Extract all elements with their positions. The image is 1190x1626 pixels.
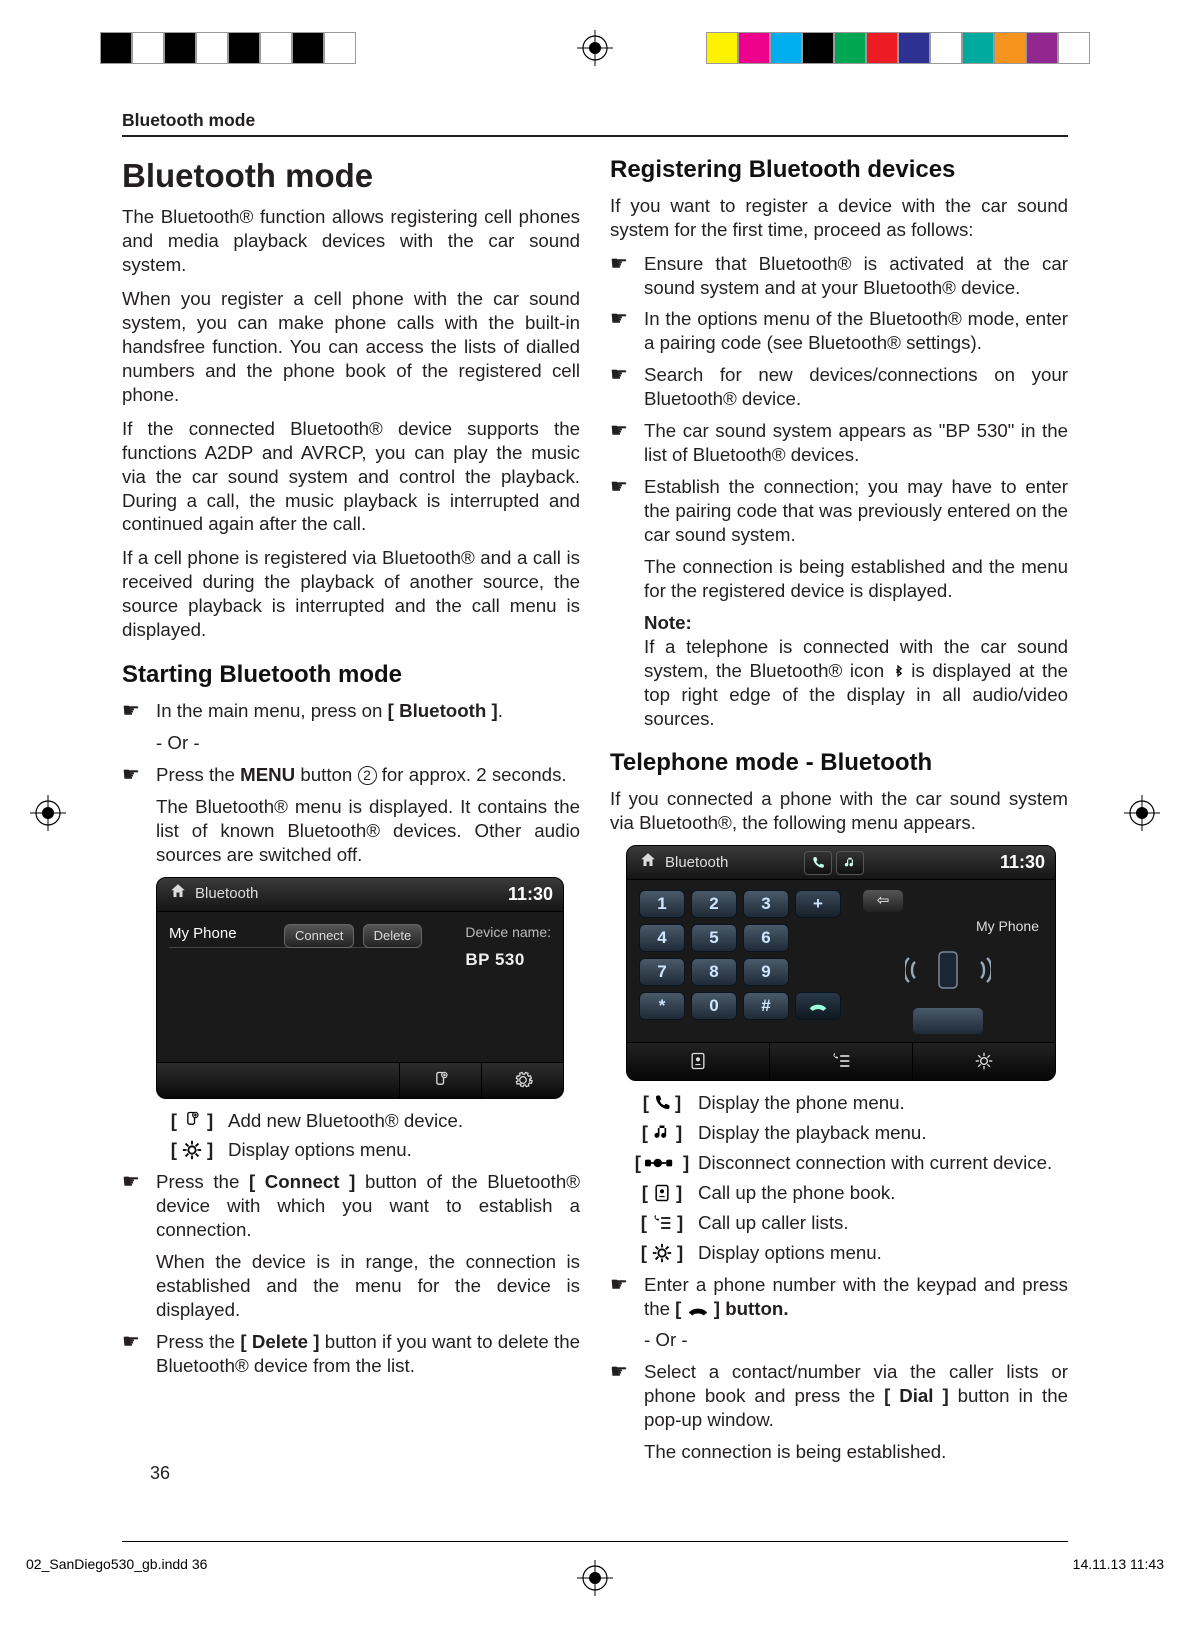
screen-title: Bluetooth (189, 884, 508, 903)
device-screenshot-bluetooth-list: Bluetooth 11:30 My Phone Connect Delete (156, 877, 564, 1099)
body-text: If the connected Bluetooth® device suppo… (122, 417, 580, 537)
instruction-result: The Bluetooth® menu is displayed. It con… (156, 795, 580, 867)
running-head: Bluetooth mode (122, 110, 1068, 131)
page-number: 36 (150, 1463, 170, 1484)
instruction-step: Press the MENU button 2 for approx. 2 se… (122, 763, 580, 787)
body-text: The Bluetooth® function allows registeri… (122, 205, 580, 277)
footer-rule (122, 1541, 1068, 1542)
instruction-step: Enter a phone number with the keypad and… (610, 1273, 1068, 1321)
bluetooth-icon (892, 663, 904, 679)
clock: 11:30 (1000, 851, 1045, 874)
icon-legend-item: [ ] Add new Bluetooth® device. (156, 1109, 580, 1133)
back-icon: ⇦ (863, 890, 903, 912)
screen-title: Bluetooth (659, 853, 800, 872)
registration-mark-icon (30, 795, 66, 831)
device-name: My Phone (169, 924, 284, 948)
or-separator: - Or - (644, 1328, 1068, 1352)
instruction-step: Establish the connection; you may have t… (610, 475, 1068, 547)
instruction-step: Select a contact/number via the caller l… (610, 1360, 1068, 1432)
phone-ringing-icon (905, 942, 991, 998)
device-name-value: BP 530 (465, 949, 551, 971)
instruction-step: In the options menu of the Bluetooth® mo… (610, 307, 1068, 355)
device-name-label: Device name: (465, 924, 551, 942)
instruction-step: Press the [ Connect ] button of the Blue… (122, 1170, 580, 1242)
date-stamp: 14.11.13 11:43 (1073, 1556, 1164, 1572)
color-bar-left (100, 32, 356, 64)
connected-device-label: My Phone (976, 918, 1039, 936)
body-text: When you register a cell phone with the … (122, 287, 580, 407)
music-tab-icon (836, 851, 864, 875)
icon-legend-item: [ ] Display options menu. (156, 1138, 580, 1162)
icon-legend-item: []Display the playback menu. (626, 1121, 1068, 1145)
home-icon (167, 882, 189, 905)
section-heading: Registering Bluetooth devices (610, 155, 1068, 186)
header-rule (122, 135, 1068, 137)
icon-legend-item: []Call up caller lists. (626, 1211, 1068, 1235)
body-text: If you want to register a device with th… (610, 194, 1068, 242)
caller-list-icon (769, 1043, 912, 1080)
instruction-step: Search for new devices/connections on yo… (610, 363, 1068, 411)
file-stamp: 02_SanDiego530_gb.indd 36 (26, 1556, 207, 1572)
icon-legend-item: []Disconnect connection with current dev… (626, 1151, 1068, 1175)
dial-keypad: 123+ 456 789 *0# (627, 880, 849, 1042)
home-icon (637, 851, 659, 874)
instruction-result: When the device is in range, the connect… (156, 1250, 580, 1322)
gear-icon (481, 1063, 563, 1098)
registration-mark-icon (1124, 795, 1160, 831)
add-device-icon (399, 1063, 481, 1098)
note-block: Note: If a telephone is connected with t… (644, 611, 1068, 731)
device-screenshot-phone-keypad: Bluetooth 11:30 123+ 456 789 *0# (626, 845, 1056, 1081)
delete-button: Delete (363, 924, 423, 949)
instruction-step: In the main menu, press on [ Bluetooth ]… (122, 699, 580, 723)
icon-legend-item: []Display options menu. (626, 1241, 1068, 1265)
instruction-result: The connection is being established. (644, 1440, 1068, 1464)
connect-button: Connect (284, 924, 354, 949)
color-bar-right (706, 32, 1090, 64)
phone-tab-icon (804, 851, 832, 875)
gear-icon (912, 1043, 1055, 1080)
body-text: If a cell phone is registered via Blueto… (122, 546, 580, 642)
section-heading: Starting Bluetooth mode (122, 660, 580, 691)
phonebook-icon (627, 1043, 769, 1080)
or-separator: - Or - (156, 731, 580, 755)
page-title: Bluetooth mode (122, 155, 580, 197)
instruction-step: The car sound system appears as "BP 530"… (610, 419, 1068, 467)
clock: 11:30 (508, 883, 553, 906)
icon-legend-item: []Display the phone menu. (626, 1091, 1068, 1115)
instruction-result: The connection is being established and … (644, 555, 1068, 603)
body-text: If you connected a phone with the car so… (610, 787, 1068, 835)
section-heading: Telephone mode - Bluetooth (610, 748, 1068, 779)
icon-legend-item: []Call up the phone book. (626, 1181, 1068, 1205)
registration-mark-icon (577, 30, 613, 66)
button-ref-number: 2 (358, 766, 377, 785)
instruction-step: Press the [ Delete ] button if you want … (122, 1330, 580, 1378)
instruction-step: Ensure that Bluetooth® is activated at t… (610, 252, 1068, 300)
imposition-footer: 02_SanDiego530_gb.indd 36 14.11.13 11:43 (26, 1556, 1164, 1572)
keyboard-icon (913, 1008, 983, 1034)
